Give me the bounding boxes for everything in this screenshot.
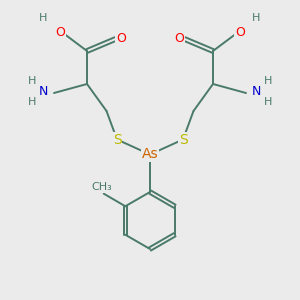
Text: H: H: [264, 97, 272, 107]
Text: O: O: [235, 26, 245, 40]
Text: As: As: [142, 148, 158, 161]
Text: H: H: [28, 76, 36, 86]
Text: N: N: [39, 85, 48, 98]
Text: S: S: [178, 133, 188, 146]
Text: H: H: [264, 76, 272, 86]
Text: CH₃: CH₃: [91, 182, 112, 192]
Text: H: H: [28, 97, 36, 107]
Text: H: H: [252, 13, 261, 23]
Text: O: O: [174, 32, 184, 46]
Text: H: H: [39, 13, 48, 23]
Text: N: N: [252, 85, 261, 98]
Text: S: S: [112, 133, 122, 146]
Text: O: O: [116, 32, 126, 46]
Text: O: O: [55, 26, 65, 40]
